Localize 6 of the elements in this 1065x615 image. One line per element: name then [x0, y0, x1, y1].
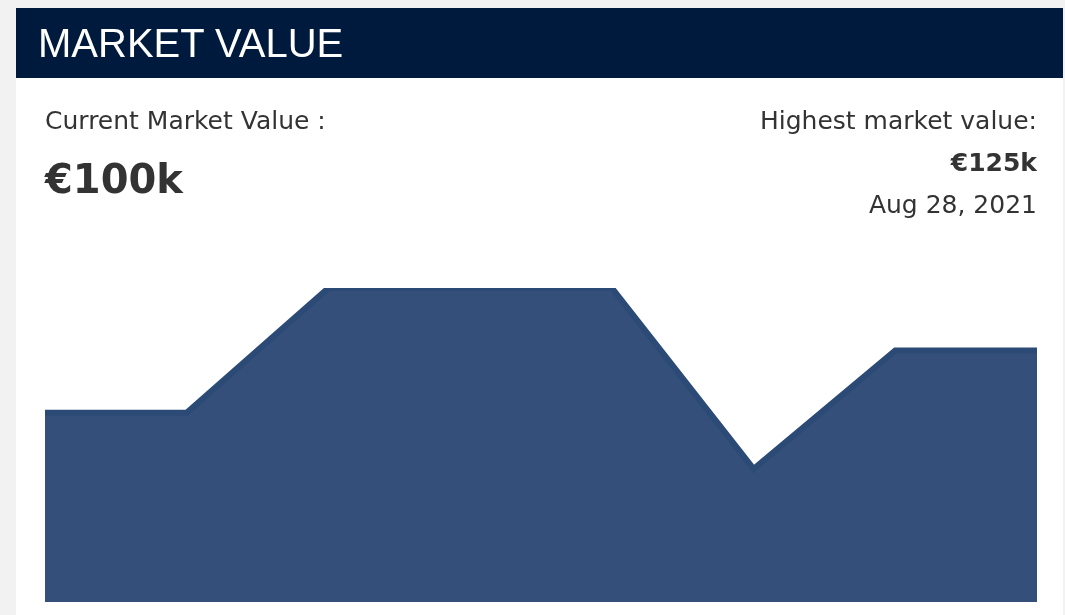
text: €125k [950, 148, 1037, 177]
text: Current Market Value : [45, 106, 326, 135]
chart-title: MARKET VALUE [16, 8, 1063, 78]
text: Highest market value: [760, 106, 1037, 135]
text: Aug 28, 2021 [868, 190, 1037, 219]
text: €100k [45, 156, 183, 202]
